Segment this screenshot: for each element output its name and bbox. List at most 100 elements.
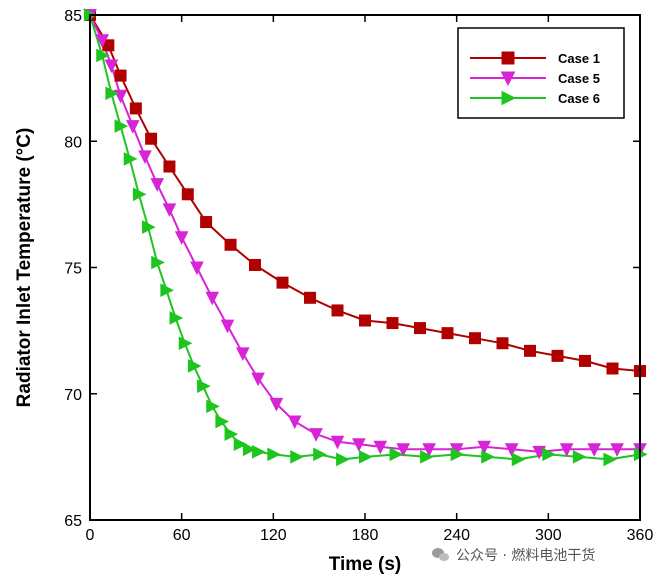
wechat-icon <box>432 548 450 562</box>
data-point-marker <box>114 119 129 133</box>
data-point-marker <box>104 59 119 74</box>
data-point-marker <box>138 150 152 165</box>
data-point-marker <box>95 34 110 48</box>
data-point-marker <box>145 132 158 145</box>
x-tick-label: 0 <box>86 527 95 544</box>
x-axis-title: Time (s) <box>329 554 402 575</box>
data-point-marker <box>205 291 220 306</box>
data-point-marker <box>610 443 624 457</box>
data-point-marker <box>551 349 564 362</box>
data-point-marker <box>96 48 110 63</box>
data-point-marker <box>477 440 491 455</box>
data-point-marker <box>287 415 302 430</box>
data-point-marker <box>389 447 404 462</box>
data-point-marker <box>129 102 142 115</box>
data-point-marker <box>606 362 619 375</box>
x-tick-label: 240 <box>443 527 470 544</box>
watermark-text: 公众号 · 燃料电池干货 <box>456 548 596 564</box>
data-point-marker <box>132 187 147 202</box>
data-point-marker <box>496 337 509 350</box>
data-point-marker <box>267 447 281 462</box>
data-point-marker <box>197 379 211 393</box>
data-point-marker <box>123 152 138 166</box>
data-point-marker <box>469 332 481 345</box>
data-point-marker <box>150 178 165 192</box>
data-point-marker <box>178 336 193 351</box>
data-point-marker <box>174 231 189 245</box>
data-point-marker <box>187 359 202 373</box>
data-point-marker <box>160 283 175 298</box>
data-point-marker <box>252 445 266 459</box>
y-tick-label: 70 <box>64 387 82 404</box>
x-tick-label: 300 <box>535 527 562 544</box>
data-point-marker <box>331 304 344 317</box>
data-point-marker <box>162 203 177 218</box>
data-point-marker <box>251 372 265 387</box>
data-point-marker <box>603 452 618 467</box>
data-point-marker <box>373 440 388 455</box>
data-point-marker <box>125 120 140 134</box>
data-point-marker <box>309 428 323 442</box>
legend-label: Case 5 <box>558 71 600 86</box>
data-point-marker <box>414 322 426 335</box>
y-tick-label: 65 <box>64 513 82 530</box>
data-point-marker <box>352 438 366 452</box>
data-point-marker <box>233 437 248 452</box>
legend-label: Case 1 <box>558 51 600 66</box>
data-point-marker <box>532 445 546 460</box>
data-point-marker <box>336 452 350 467</box>
legend-box <box>457 27 625 119</box>
data-point-marker <box>441 327 454 340</box>
data-point-marker <box>450 447 465 462</box>
data-point-marker <box>163 160 176 173</box>
data-point-marker <box>504 443 519 457</box>
y-tick-label: 85 <box>64 8 82 25</box>
data-point-marker <box>235 347 250 361</box>
legend-label: Case 6 <box>558 91 600 106</box>
data-point-marker <box>215 414 230 429</box>
data-point-marker <box>501 90 517 106</box>
y-tick-label: 80 <box>64 134 82 151</box>
y-tick-label: 75 <box>64 261 82 278</box>
data-point-marker <box>224 427 239 441</box>
data-point-marker <box>559 443 574 457</box>
data-point-marker <box>276 276 289 289</box>
data-point-marker <box>511 452 526 467</box>
data-point-marker <box>481 450 495 464</box>
data-point-marker <box>396 443 411 457</box>
x-axis-ticks: 0 60 120 180 240 300 360 <box>86 15 654 544</box>
x-tick-label: 360 <box>627 527 654 544</box>
data-point-marker <box>579 354 591 367</box>
data-point-marker <box>242 442 257 457</box>
data-point-marker <box>200 216 213 229</box>
data-point-marker <box>359 450 373 464</box>
data-point-marker <box>501 51 515 65</box>
data-point-marker <box>190 261 204 276</box>
data-point-marker <box>542 447 556 462</box>
x-tick-label: 180 <box>352 527 379 544</box>
data-point-marker <box>169 311 184 325</box>
data-point-marker <box>151 255 165 270</box>
data-point-marker <box>269 397 284 412</box>
data-point-marker <box>330 435 345 450</box>
data-point-marker <box>572 450 587 464</box>
data-point-marker <box>181 188 194 201</box>
data-point-marker <box>220 319 235 334</box>
watermark: 公众号 · 燃料电池干货 <box>432 545 595 565</box>
legend: Case 1 Case 5 Case 6 <box>457 27 625 119</box>
data-point-marker <box>224 238 237 251</box>
y-axis-title: Radiator Inlet Temperature (°C) <box>14 128 35 408</box>
data-point-marker <box>359 314 371 327</box>
data-point-marker <box>386 317 399 330</box>
data-point-marker <box>249 258 261 271</box>
data-point-marker <box>587 443 601 457</box>
data-point-marker <box>304 291 316 304</box>
data-point-marker <box>313 447 327 462</box>
data-point-marker <box>420 450 434 464</box>
data-point-marker <box>524 344 536 357</box>
data-point-marker <box>114 69 127 82</box>
y-axis-ticks: 65 70 75 80 85 <box>64 8 640 530</box>
x-tick-label: 60 <box>173 527 191 544</box>
data-point-marker <box>142 220 156 234</box>
